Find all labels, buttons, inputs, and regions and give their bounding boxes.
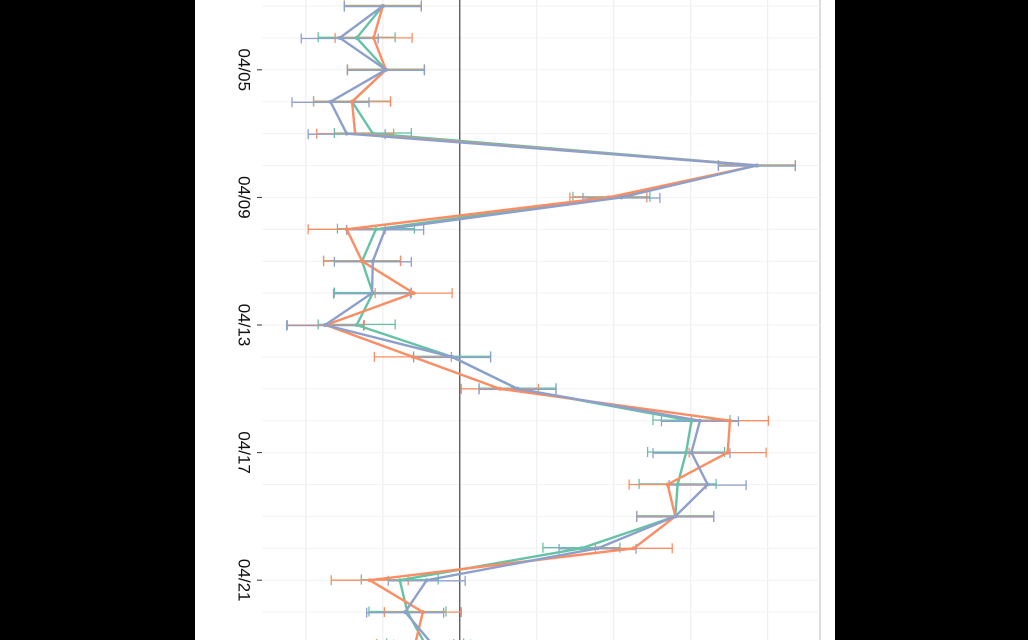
point [725,450,730,455]
y-tick-label: 04/09 [235,176,254,219]
point [328,99,333,104]
point [367,578,372,583]
point [350,99,355,104]
y-tick-label: 04/17 [235,431,254,474]
y-tick-label: 04/21 [235,559,254,602]
point [403,610,408,615]
point [410,354,415,359]
point [344,131,349,136]
point [515,386,520,391]
point [370,291,375,296]
point [373,227,378,232]
point [380,4,385,8]
point [595,546,600,551]
point [579,546,584,551]
point [360,259,365,264]
point [705,482,710,487]
point [673,514,678,519]
point [665,482,670,487]
point [497,386,502,391]
point [354,323,359,327]
point [354,35,359,40]
point [323,323,328,327]
point [450,354,455,359]
point [411,291,416,296]
point [424,578,429,583]
point [684,450,689,455]
point [689,450,694,455]
chart-background [195,0,835,640]
point [631,546,636,551]
point [370,259,375,264]
point [337,35,342,40]
y-tick-label: 04/13 [235,304,254,347]
point [344,227,349,232]
point [371,35,376,40]
point [754,163,759,168]
point [397,578,402,583]
point [675,482,680,487]
point [727,418,732,423]
point [383,227,388,232]
point [697,418,702,423]
point [420,610,425,615]
y-tick-label: 04/05 [235,49,254,92]
point [383,67,388,72]
point [619,195,624,200]
